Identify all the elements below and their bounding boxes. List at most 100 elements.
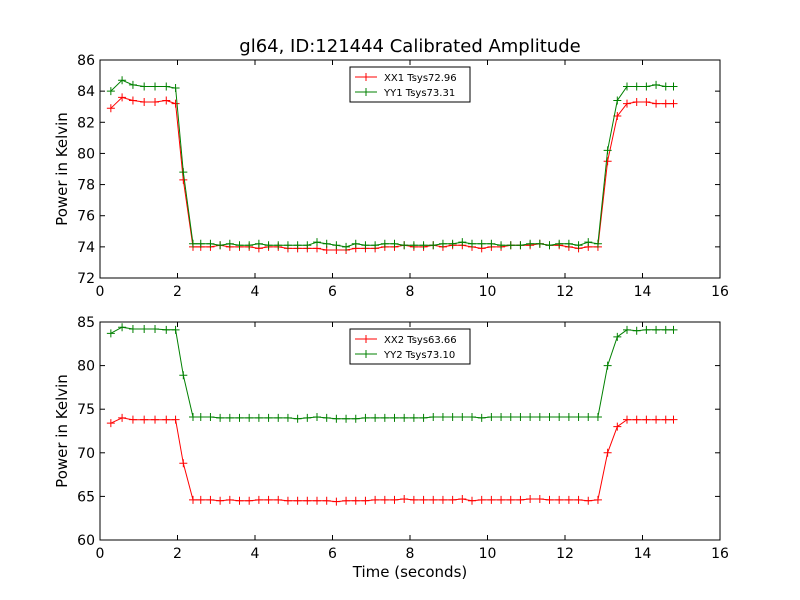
data-point — [225, 239, 234, 248]
data-point — [661, 99, 670, 108]
data-point — [409, 241, 418, 250]
data-point — [409, 413, 418, 422]
data-point — [642, 98, 651, 107]
x-tick-label: 0 — [96, 284, 105, 300]
legend-marker — [362, 335, 370, 343]
x-tick-label: 4 — [251, 284, 260, 300]
y-axis-label: Power in Kelvin — [53, 112, 71, 226]
y-tick-label: 85 — [77, 315, 95, 331]
data-point — [593, 413, 602, 422]
data-point — [106, 419, 115, 428]
data-point — [162, 82, 171, 91]
data-point — [487, 413, 496, 422]
data-point — [332, 497, 341, 506]
data-point — [390, 495, 399, 504]
y-axis-label: Power in Kelvin — [53, 374, 71, 488]
x-tick-label: 14 — [634, 546, 652, 562]
data-point — [535, 239, 544, 248]
data-point — [342, 242, 351, 251]
data-point — [235, 413, 244, 422]
data-point — [632, 82, 641, 91]
data-point — [458, 413, 467, 422]
data-point — [438, 413, 447, 422]
data-point — [642, 82, 651, 91]
data-point — [371, 413, 380, 422]
x-tick-label: 2 — [173, 546, 182, 562]
data-point — [623, 415, 631, 424]
data-point — [322, 413, 331, 422]
data-point — [274, 241, 283, 250]
legend-label: YY1 Tsys73.31 — [383, 88, 455, 99]
y-tick-label: 82 — [77, 115, 95, 131]
data-point — [468, 239, 476, 248]
data-point — [171, 84, 180, 93]
y-tick-label: 78 — [77, 178, 95, 194]
data-point — [332, 414, 341, 423]
data-point — [409, 495, 418, 504]
data-point — [245, 496, 254, 505]
data-point — [128, 80, 137, 89]
data-point — [140, 415, 149, 424]
data-point — [206, 413, 215, 422]
data-point — [179, 175, 188, 184]
data-point — [400, 241, 409, 250]
legend-label: YY2 Tsys73.10 — [383, 350, 455, 361]
data-point — [303, 413, 312, 422]
data-point — [506, 495, 515, 504]
legend-label: XX2 Tsys63.66 — [384, 335, 457, 346]
x-tick-label: 4 — [251, 546, 260, 562]
data-point — [380, 413, 389, 422]
legend-marker — [362, 350, 370, 358]
data-point — [661, 82, 670, 91]
data-point — [196, 495, 205, 504]
data-point — [390, 413, 399, 422]
data-point — [623, 99, 631, 108]
data-point — [477, 495, 486, 504]
x-tick-label: 10 — [479, 546, 497, 562]
data-point — [264, 413, 273, 422]
data-point — [400, 413, 409, 422]
data-point — [438, 239, 447, 248]
data-point — [189, 239, 197, 248]
x-tick-label: 14 — [634, 284, 652, 300]
y-tick-label: 60 — [77, 533, 95, 549]
data-point — [196, 239, 205, 248]
data-point — [151, 324, 160, 333]
data-point — [613, 96, 622, 105]
y-tick-label: 75 — [77, 402, 95, 418]
data-point — [564, 239, 573, 248]
x-tick-label: 12 — [556, 546, 574, 562]
y-tick-label: 72 — [77, 271, 95, 287]
data-point — [555, 495, 564, 504]
data-point — [535, 495, 544, 504]
data-point — [535, 413, 544, 422]
legend — [349, 328, 471, 365]
data-point — [593, 239, 602, 248]
data-point — [293, 414, 302, 423]
data-point — [603, 146, 612, 155]
data-point — [140, 98, 149, 107]
x-tick-label: 6 — [328, 284, 337, 300]
data-point — [603, 361, 612, 370]
data-point — [429, 241, 438, 250]
data-point — [245, 241, 254, 250]
data-point — [225, 413, 234, 422]
data-point — [171, 325, 180, 334]
data-point — [254, 413, 263, 422]
data-point — [613, 332, 622, 341]
chart-title: gl64, ID:121444 Calibrated Amplitude — [239, 36, 580, 57]
y-tick-label: 70 — [77, 446, 95, 462]
data-point — [140, 324, 149, 333]
data-point — [497, 413, 506, 422]
y-tick-label: 74 — [77, 240, 95, 256]
data-point — [477, 413, 486, 422]
data-point — [351, 496, 360, 505]
data-point — [342, 496, 351, 505]
data-point — [584, 238, 593, 247]
data-point — [322, 496, 331, 505]
y-tick-label: 80 — [77, 146, 95, 162]
data-point — [264, 241, 273, 250]
data-point — [274, 495, 283, 504]
x-axis-label: Time (seconds) — [352, 563, 468, 581]
